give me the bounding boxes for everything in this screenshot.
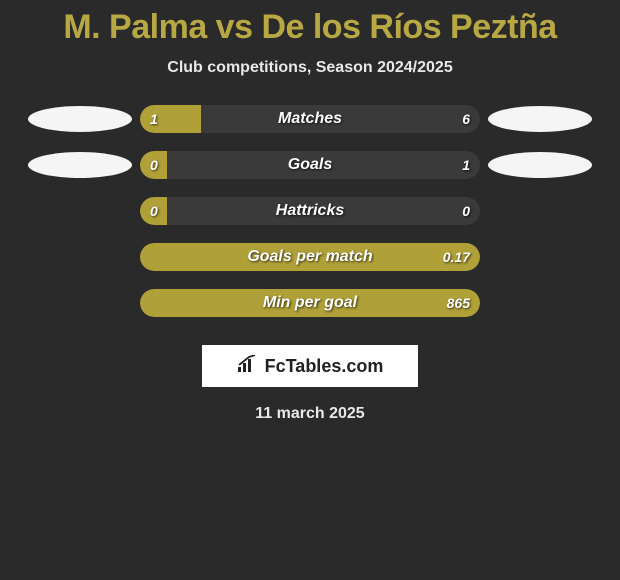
right-player-mark	[480, 106, 600, 132]
stat-row: 0 0 Hattricks	[0, 197, 620, 225]
stat-bar: 1 6 Matches	[140, 105, 480, 133]
player-oval	[28, 106, 132, 132]
stat-label: Min per goal	[263, 294, 357, 312]
stat-label: Hattricks	[276, 202, 344, 220]
stat-row: 0.17 Goals per match	[0, 243, 620, 271]
left-player-mark	[20, 152, 140, 178]
stat-label: Matches	[278, 110, 342, 128]
left-player-mark	[20, 106, 140, 132]
right-value: 865	[447, 295, 470, 311]
page-title: M. Palma vs De los Ríos Peztña	[0, 8, 620, 47]
stat-bar: 0 1 Goals	[140, 151, 480, 179]
left-value: 0	[150, 203, 158, 219]
stat-rows: 1 6 Matches 0 1 Goals 0 0 Hattricks 0.17 Goals per…	[0, 105, 620, 317]
comparison-card: M. Palma vs De los Ríos Peztña Club comp…	[0, 0, 620, 423]
right-value: 1	[462, 157, 470, 173]
stat-row: 1 6 Matches	[0, 105, 620, 133]
stat-bar: 0 0 Hattricks	[140, 197, 480, 225]
right-value: 0.17	[443, 249, 470, 265]
player-oval	[488, 152, 592, 178]
brand-text: FcTables.com	[265, 356, 384, 377]
subtitle: Club competitions, Season 2024/2025	[0, 59, 620, 77]
date-label: 11 march 2025	[0, 405, 620, 423]
player-oval	[488, 106, 592, 132]
stat-row: 865 Min per goal	[0, 289, 620, 317]
stat-label: Goals per match	[247, 248, 372, 266]
left-value: 1	[150, 111, 158, 127]
brand-badge: FcTables.com	[202, 345, 418, 387]
stat-bar: 865 Min per goal	[140, 289, 480, 317]
right-value: 0	[462, 203, 470, 219]
chart-icon	[237, 355, 259, 378]
right-player-mark	[480, 152, 600, 178]
stat-bar: 0.17 Goals per match	[140, 243, 480, 271]
stat-label: Goals	[288, 156, 332, 174]
left-value: 0	[150, 157, 158, 173]
stat-row: 0 1 Goals	[0, 151, 620, 179]
player-oval	[28, 152, 132, 178]
right-value: 6	[462, 111, 470, 127]
